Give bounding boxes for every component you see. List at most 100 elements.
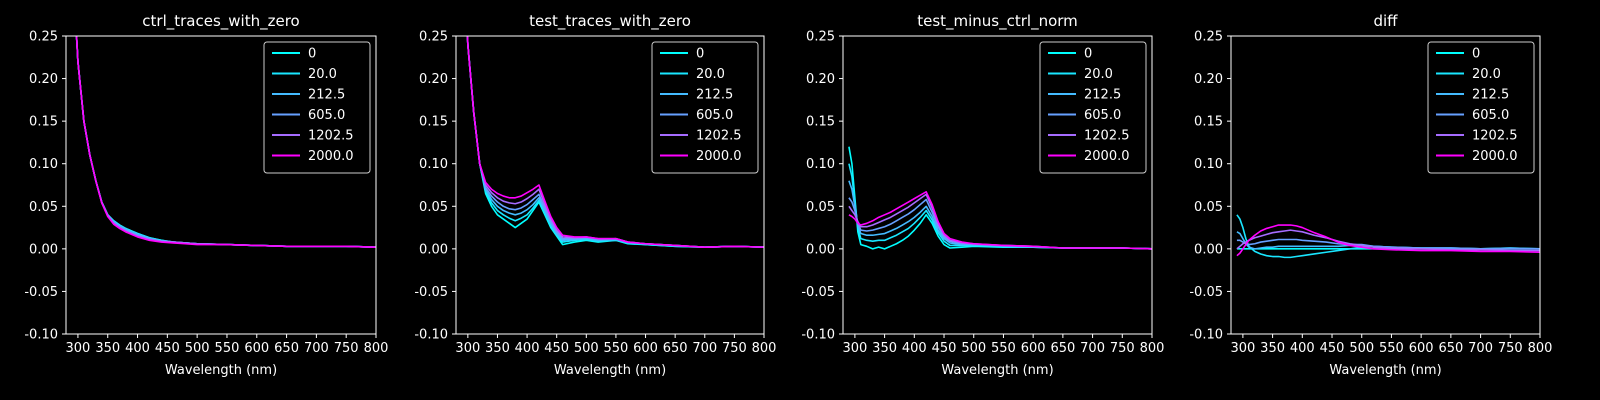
y-tick-label: 0.25 — [29, 30, 58, 45]
chart-title: diff — [1373, 12, 1398, 30]
series-line-605.0 — [1236, 238, 1540, 250]
legend-box — [1427, 41, 1535, 174]
x-tick-label: 350 — [872, 341, 897, 356]
legend-label: 1202.5 — [1084, 129, 1130, 144]
y-tick-label: 0.05 — [419, 200, 448, 215]
y-tick-label: 0.00 — [1194, 242, 1223, 257]
x-tick-label: 350 — [95, 341, 120, 356]
legend-label: 605.0 — [1472, 108, 1509, 123]
legend: 0 20.0 212.5 605.0 1202.5 2000.0 — [651, 41, 759, 174]
axes-frame — [455, 35, 765, 335]
x-tick-label: 750 — [722, 341, 747, 356]
legend: 0 20.0 212.5 605.0 1202.5 2000.0 — [1427, 41, 1535, 174]
x-tick-label: 600 — [244, 341, 269, 356]
legend-label: 20.0 — [1472, 67, 1501, 82]
legend-label: 20.0 — [696, 67, 725, 82]
x-tick-label: 450 — [932, 341, 957, 356]
series-line-1202.5 — [1236, 229, 1540, 252]
axes-frame — [65, 35, 377, 335]
y-tick-label: 0.20 — [1194, 72, 1223, 87]
series-line-212.5 — [848, 180, 1152, 250]
x-tick-label: 400 — [125, 341, 150, 356]
y-tick-label: -0.10 — [414, 328, 448, 343]
legend-label: 1202.5 — [696, 129, 742, 144]
x-tick-label: 300 — [1230, 341, 1255, 356]
legend-label: 20.0 — [1084, 67, 1113, 82]
y-tick-label: 0.05 — [1194, 200, 1223, 215]
y-tick-label: 0.00 — [29, 242, 58, 257]
series-line-2000.0 — [466, 36, 764, 248]
x-tick-label: 750 — [334, 341, 359, 356]
x-tick-label: 700 — [304, 341, 329, 356]
y-tick-label: 0.25 — [419, 30, 448, 45]
x-tick-label: 500 — [185, 341, 210, 356]
legend-label: 605.0 — [308, 108, 345, 123]
x-axis-label: Wavelength (nm) — [941, 363, 1053, 378]
y-tick-label: 0.20 — [806, 72, 835, 87]
x-axis-label: Wavelength (nm) — [165, 363, 277, 378]
y-tick-label: 0.15 — [806, 115, 835, 130]
x-tick-label: 800 — [1528, 341, 1553, 356]
y-tick-label: 0.25 — [806, 30, 835, 45]
x-tick-label: 600 — [1021, 341, 1046, 356]
x-tick-label: 300 — [842, 341, 867, 356]
y-tick-label: 0.15 — [1194, 115, 1223, 130]
chart-title: test_traces_with_zero — [529, 12, 691, 31]
y-tick-label: 0.20 — [419, 72, 448, 87]
legend-label: 212.5 — [1472, 88, 1509, 103]
x-tick-label: 750 — [1498, 341, 1523, 356]
legend-label: 605.0 — [696, 108, 733, 123]
legend-label: 212.5 — [308, 88, 345, 103]
x-tick-label: 400 — [902, 341, 927, 356]
series-group — [75, 36, 376, 248]
x-tick-label: 650 — [1050, 341, 1075, 356]
x-tick-label: 400 — [515, 341, 540, 356]
legend-label: 20.0 — [308, 67, 337, 82]
legend-label: 2000.0 — [696, 149, 742, 164]
x-tick-label: 450 — [544, 341, 569, 356]
y-tick-label: -0.10 — [1189, 328, 1223, 343]
series-line-20.0 — [848, 163, 1152, 250]
x-tick-label: 500 — [1349, 341, 1374, 356]
x-tick-label: 400 — [1290, 341, 1315, 356]
y-tick-label: 0.10 — [29, 157, 58, 172]
legend-label: 0 — [696, 47, 704, 62]
y-tick-label: -0.05 — [414, 285, 448, 300]
chart-panel-4: 300 350 400 450 500 550 600 650 700 750 800 0.25 0.2… — [1189, 12, 1552, 378]
x-tick-label: 800 — [1140, 341, 1165, 356]
chart-panel-3: 300 350 400 450 500 550 600 650 700 750 800 0.25 0.2… — [801, 12, 1164, 378]
x-tick-label: 300 — [66, 341, 91, 356]
x-tick-label: 600 — [1409, 341, 1434, 356]
chart-title: ctrl_traces_with_zero — [142, 12, 299, 31]
x-tick-label: 350 — [485, 341, 510, 356]
y-tick-label: 0.00 — [806, 242, 835, 257]
axes-frame — [842, 35, 1153, 335]
x-tick-label: 600 — [633, 341, 658, 356]
legend-box — [1039, 41, 1147, 174]
y-tick-label: -0.10 — [801, 328, 835, 343]
y-tick-label: -0.05 — [24, 285, 58, 300]
x-axis-label: Wavelength (nm) — [554, 363, 666, 378]
x-tick-label: 700 — [692, 341, 717, 356]
x-tick-label: 350 — [1260, 341, 1285, 356]
chart-panel-2: 300 350 400 450 500 550 600 650 700 750 800 0.25 0.2… — [414, 12, 777, 378]
x-tick-label: 700 — [1468, 341, 1493, 356]
series-line-2000.0 — [1236, 224, 1540, 257]
y-tick-label: -0.10 — [24, 328, 58, 343]
legend-box — [263, 41, 371, 174]
series-line-2000.0 — [75, 36, 376, 248]
legend-label: 0 — [308, 47, 316, 62]
legend-label: 605.0 — [1084, 108, 1121, 123]
x-tick-label: 450 — [1320, 341, 1345, 356]
x-tick-label: 550 — [1379, 341, 1404, 356]
y-tick-label: 0.10 — [806, 157, 835, 172]
y-tick-label: 0.10 — [419, 157, 448, 172]
x-axis-label: Wavelength (nm) — [1329, 363, 1441, 378]
y-tick-label: 0.15 — [29, 115, 58, 130]
x-tick-label: 800 — [752, 341, 777, 356]
series-line-2000.0 — [848, 191, 1152, 250]
y-tick-label: 0.05 — [806, 200, 835, 215]
legend-label: 0 — [1084, 47, 1092, 62]
series-group — [1236, 214, 1540, 259]
